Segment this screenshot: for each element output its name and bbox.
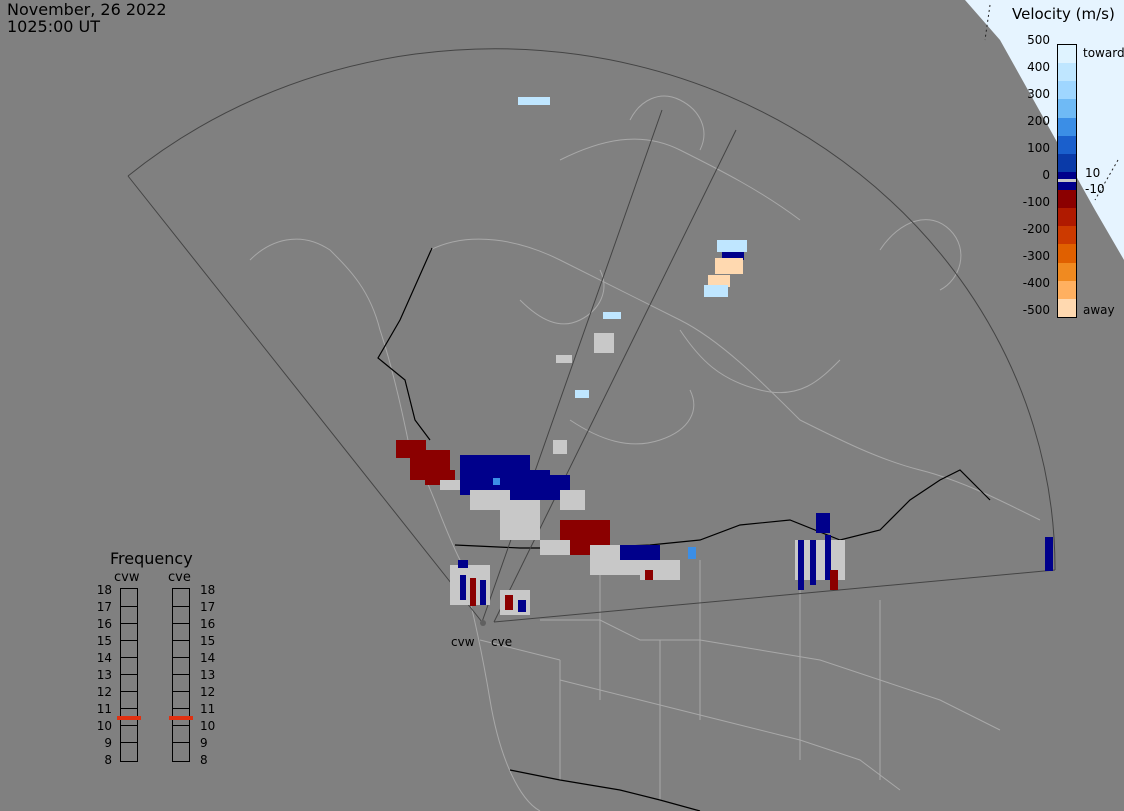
colorbar-tick: 500: [1027, 33, 1050, 47]
colorbar-tick: -300: [1022, 249, 1050, 263]
colorbar-away-label: away: [1083, 303, 1115, 317]
map-title: November, 26 2022 1025:00 UT: [7, 1, 167, 35]
colorbar-tick: 400: [1027, 60, 1050, 74]
frequency-grid-line: [120, 742, 137, 743]
colorbar-swatch: [1058, 262, 1076, 282]
frequency-grid-line: [172, 725, 189, 726]
velocity-colorbar: [1057, 44, 1077, 318]
colorbar-tick: -200: [1022, 222, 1050, 236]
frequency-tick-right: 12: [200, 685, 216, 699]
radar-site-marker: [480, 620, 486, 626]
site-label-cvw: cvw: [451, 635, 475, 649]
frequency-grid-line: [120, 691, 137, 692]
colorbar-toward-label: toward: [1083, 46, 1124, 60]
frequency-tick-left: 11: [96, 702, 112, 716]
colorbar-pos10-label: 10: [1085, 166, 1101, 180]
colorbar-tick: 200: [1027, 114, 1050, 128]
colorbar-tick: -100: [1022, 195, 1050, 209]
frequency-title: Frequency: [110, 549, 193, 568]
terminator-dotted-line: [984, 4, 991, 41]
frequency-tick-right: 14: [200, 651, 216, 665]
colorbar-swatch: [1058, 63, 1076, 82]
frequency-grid-line: [120, 674, 137, 675]
frequency-tick-right: 9: [200, 736, 208, 750]
colorbar-neg10-label: -10: [1085, 182, 1105, 196]
frequency-grid-line: [120, 657, 137, 658]
frequency-tick-left: 15: [96, 634, 112, 648]
frequency-col-cvw: cvw: [114, 570, 140, 585]
frequency-grid-line: [172, 657, 189, 658]
frequency-grid-line: [120, 606, 137, 607]
frequency-bar: [120, 588, 138, 762]
date-label: November, 26 2022: [7, 0, 167, 19]
colorbar-tick: -500: [1022, 303, 1050, 317]
frequency-grid-line: [120, 708, 137, 709]
frequency-grid-line: [172, 742, 189, 743]
frequency-marker: [117, 715, 141, 720]
frequency-tick-right: 18: [200, 583, 216, 597]
coastlines: [249, 95, 1041, 811]
frequency-tick-right: 10: [200, 719, 216, 733]
scatter-cells: [396, 97, 1053, 615]
site-label-cve: cve: [491, 635, 513, 649]
frequency-tick-left: 18: [96, 583, 112, 597]
colorbar-tick: -400: [1022, 276, 1050, 290]
frequency-grid-line: [172, 606, 189, 607]
colorbar-swatch: [1058, 244, 1076, 264]
fov-outline: [127, 48, 1056, 623]
frequency-tick-left: 9: [104, 736, 112, 750]
frequency-tick-right: 11: [200, 702, 216, 716]
frequency-marker: [169, 715, 193, 720]
frequency-grid-line: [172, 674, 189, 675]
colorbar-swatch: [1058, 298, 1076, 318]
colorbar-tick: 300: [1027, 87, 1050, 101]
terminator-region: [965, 0, 1124, 260]
frequency-col-cve: cve: [168, 570, 191, 585]
frequency-tick-right: 8: [200, 753, 208, 767]
frequency-grid-line: [172, 640, 189, 641]
frequency-tick-left: 16: [96, 617, 112, 631]
colorbar-swatch: [1058, 226, 1076, 245]
colorbar-zero-band: [1058, 179, 1076, 182]
frequency-bar: [172, 588, 190, 762]
frequency-grid-line: [120, 725, 137, 726]
frequency-tick-left: 8: [104, 753, 112, 767]
frequency-tick-left: 12: [96, 685, 112, 699]
frequency-tick-left: 17: [96, 600, 112, 614]
colorbar-swatch: [1058, 280, 1076, 300]
frequency-grid-line: [172, 708, 189, 709]
frequency-tick-right: 16: [200, 617, 216, 631]
borders: [377, 247, 991, 811]
frequency-grid-line: [172, 623, 189, 624]
colorbar-title: Velocity (m/s): [1012, 5, 1115, 23]
frequency-grid-line: [172, 691, 189, 692]
colorbar-tick: 100: [1027, 141, 1050, 155]
colorbar-swatch: [1058, 135, 1076, 155]
colorbar-tick: 0: [1042, 168, 1050, 182]
colorbar-swatch: [1058, 45, 1076, 64]
frequency-tick-left: 13: [96, 668, 112, 682]
colorbar-swatch: [1058, 208, 1076, 227]
colorbar-swatch: [1058, 117, 1076, 137]
colorbar-swatch: [1058, 99, 1076, 119]
frequency-tick-left: 10: [96, 719, 112, 733]
frequency-tick-right: 15: [200, 634, 216, 648]
frequency-tick-right: 13: [200, 668, 216, 682]
colorbar-swatch: [1058, 81, 1076, 100]
frequency-tick-right: 17: [200, 600, 216, 614]
frequency-grid-line: [120, 623, 137, 624]
frequency-grid-line: [120, 640, 137, 641]
time-label: 1025:00 UT: [7, 17, 101, 36]
colorbar-swatch: [1058, 190, 1076, 209]
frequency-tick-left: 14: [96, 651, 112, 665]
colorbar-swatch: [1058, 153, 1076, 173]
